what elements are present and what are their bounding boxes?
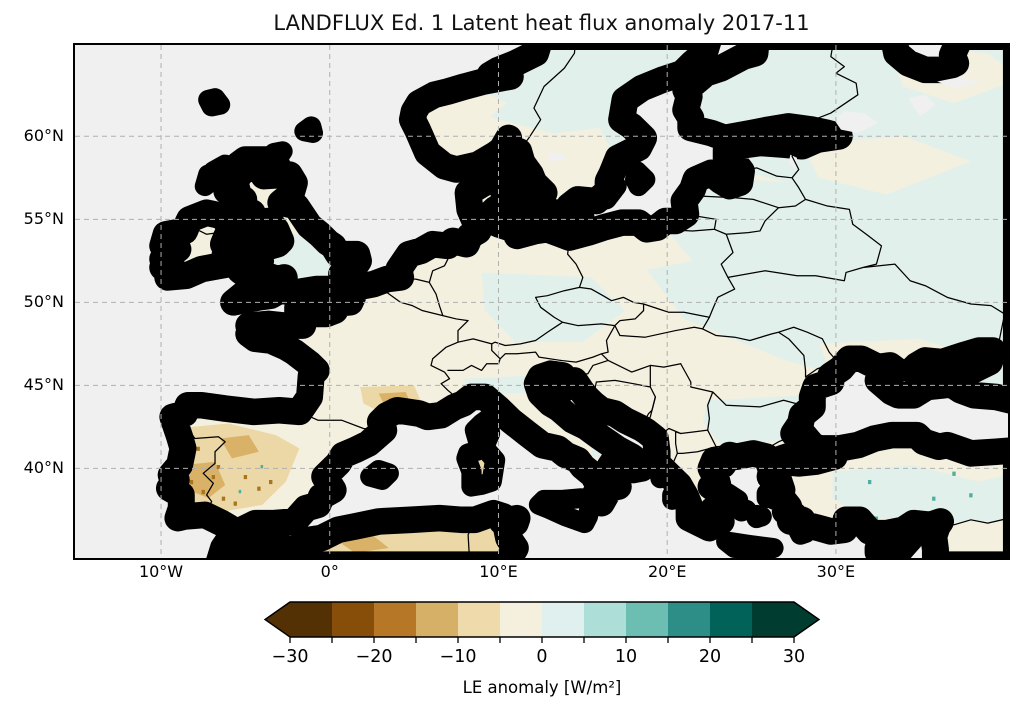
colorbar-segment	[500, 602, 543, 637]
lon-tick-label: 20°E	[647, 562, 687, 581]
colorbar-tick-label: 10	[615, 647, 637, 667]
no-data-patch	[937, 76, 980, 89]
colorbar-tick-label: 30	[783, 647, 805, 667]
lat-tick-label: 45°N	[23, 375, 64, 395]
colorbar-segment	[542, 602, 585, 637]
gridlines	[75, 45, 1008, 558]
figure-title: LANDFLUX Ed. 1 Latent heat flux anomaly …	[273, 11, 810, 35]
lon-tick-label: 10°W	[138, 562, 184, 581]
lat-tick-label: 55°N	[23, 209, 64, 229]
colorbar-segment	[710, 602, 753, 637]
colorbar: −30 −20 −10 0 10 20 30	[263, 601, 821, 667]
lake-ladoga	[834, 111, 879, 133]
colorbar-tick-label: 20	[699, 647, 721, 667]
lake-vanern	[545, 152, 568, 162]
europe-map	[75, 45, 1008, 558]
colorbar-segment	[668, 602, 711, 637]
colorbar-segment	[752, 602, 795, 637]
colorbar-segment	[332, 602, 375, 637]
lat-tick-label: 50°N	[23, 292, 64, 312]
borders-central-europe	[475, 221, 710, 425]
colorbar-extend-right	[794, 602, 819, 637]
lakes-layer	[545, 76, 980, 170]
lon-tick-label: 10°E	[479, 562, 518, 581]
colorbar-segment	[626, 602, 669, 637]
lat-tick-label: 60°N	[23, 126, 64, 146]
strong-negative-patches	[184, 391, 411, 554]
lon-tick-label: 30°E	[816, 562, 856, 581]
lat-tick-label: 40°N	[23, 458, 64, 478]
colorbar-tick-label: −30	[272, 647, 309, 667]
colorbar-segment	[416, 602, 459, 637]
colorbar-segment	[290, 602, 333, 637]
borders-balkans-anatolia-africa	[293, 397, 1008, 558]
lake-peipus	[788, 154, 798, 170]
lake-onega	[908, 94, 936, 117]
lon-tick-label: 0°	[320, 562, 339, 581]
colorbar-tick-label: 0	[536, 647, 547, 667]
colorbar-segment	[458, 602, 501, 637]
colorbar-label: LE anomaly [W/m²]	[462, 678, 622, 697]
colorbar-segment	[584, 602, 627, 637]
colorbar-extend-left	[265, 602, 290, 637]
colorbar-segment	[374, 602, 417, 637]
colorbar-tick-label: −20	[356, 647, 393, 667]
colorbar-tick-label: −10	[440, 647, 477, 667]
